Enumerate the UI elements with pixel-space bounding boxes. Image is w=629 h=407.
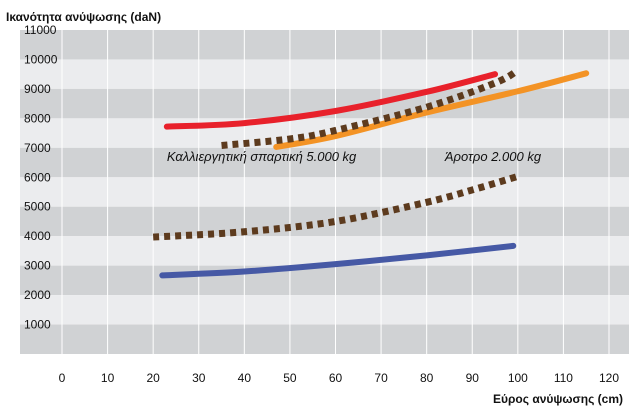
grid-band — [20, 206, 629, 237]
y-tick-label: 5000 — [24, 200, 51, 214]
grid-band — [20, 295, 629, 325]
x-tick-label: 100 — [508, 371, 528, 385]
y-tick-label: 9000 — [24, 82, 51, 96]
x-tick-label: 70 — [374, 371, 388, 385]
y-tick-label: 10000 — [24, 52, 58, 66]
y-tick-label: 1000 — [24, 318, 51, 332]
series-layer — [152, 67, 590, 279]
plot-background — [20, 30, 629, 354]
series-line — [163, 71, 499, 130]
series-line — [273, 70, 590, 150]
grid-band — [20, 265, 629, 296]
dotted-series-line — [152, 173, 519, 241]
y-tick-label: 3000 — [24, 259, 51, 273]
x-tick-label: 120 — [599, 371, 619, 385]
y-tick-label: 8000 — [24, 111, 51, 125]
y-tick-labels: 1000 2000 3000 4000 5000 6000 7000 8000 9000 1000… — [24, 23, 58, 332]
curve-annotation: Καλλιεργητική σπαρτική 5.000 kg — [167, 149, 357, 164]
y-tick-label: 11000 — [24, 23, 57, 37]
grid-band — [20, 147, 629, 178]
x-tick-labels: 0 10 20 30 40 50 60 70 80 90 100 110 120 — [59, 371, 620, 385]
x-tick-label: 110 — [554, 371, 573, 385]
x-tick-label: 40 — [238, 371, 252, 385]
x-axis-title: Εύρος ανύψωσης (cm) — [493, 392, 623, 406]
x-tick-label: 10 — [101, 371, 115, 385]
y-tick-label: 4000 — [24, 229, 51, 243]
annotations: Καλλιεργητική σπαρτική 5.000 kg Άροτρο 2.… — [167, 149, 542, 164]
grid-band — [20, 324, 629, 354]
y-tick-label: 2000 — [24, 288, 51, 302]
y-axis-title: Ικανότητα ανύψωσης (daN) — [6, 10, 161, 24]
grid-band — [20, 59, 629, 89]
grid-band — [20, 177, 629, 207]
x-tick-label: 0 — [59, 371, 66, 385]
x-tick-label: 20 — [146, 371, 160, 385]
x-tick-label: 60 — [329, 371, 343, 385]
x-tick-label: 50 — [283, 371, 297, 385]
y-tick-label: 6000 — [24, 170, 51, 184]
grid-band — [20, 236, 629, 266]
series-line — [159, 242, 517, 279]
curve-annotation: Άροτρο 2.000 kg — [444, 149, 542, 164]
x-tick-label: 80 — [420, 371, 434, 385]
grid-band — [20, 30, 629, 60]
x-tick-label: 90 — [466, 371, 480, 385]
vertical-grid — [61, 30, 610, 354]
x-tick-label: 30 — [192, 371, 206, 385]
y-tick-label: 7000 — [24, 141, 51, 155]
